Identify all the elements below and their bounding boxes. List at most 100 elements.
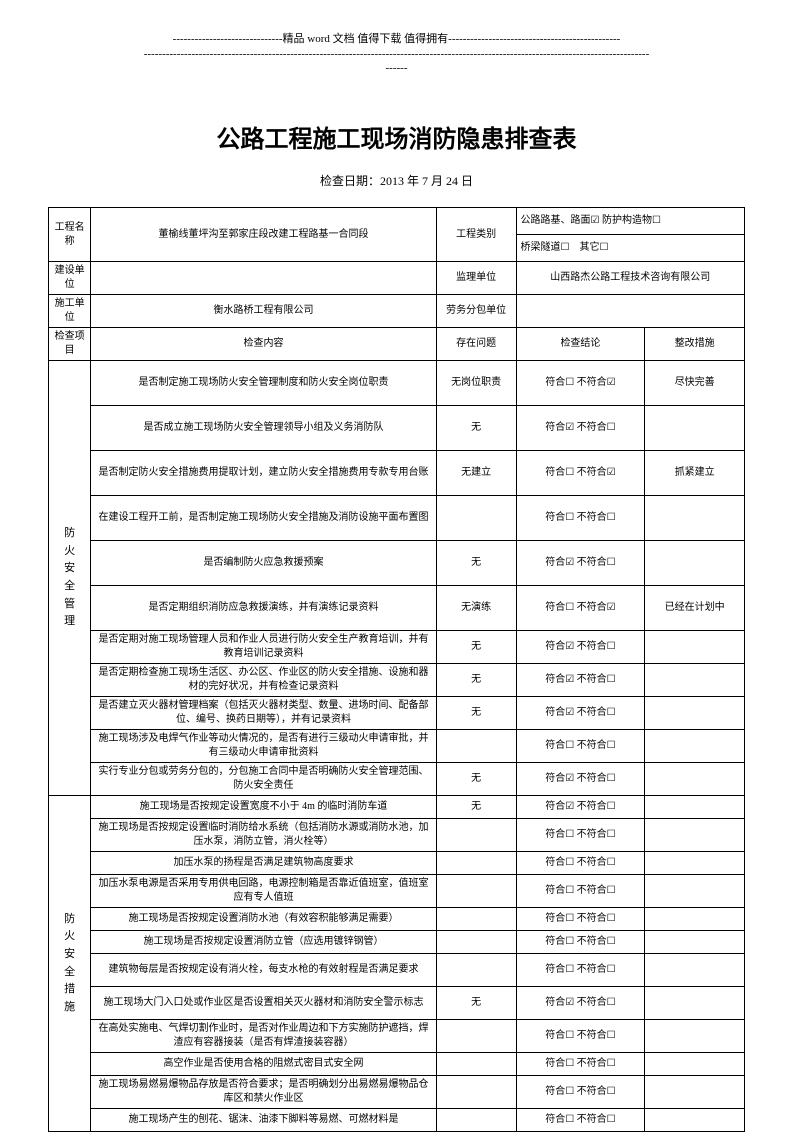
table-row: 是否定期对施工现场管理人员和作业人员进行防火安全生产教育培训，并有教育培训记录资… <box>49 631 745 664</box>
cell-content: 是否成立施工现场防火安全管理领导小组及义务消防队 <box>91 406 437 451</box>
cell-result: 符合☑ 不符合☐ <box>516 697 645 730</box>
cell-issue <box>436 931 516 954</box>
cell-result: 符合☐ 不符合☐ <box>516 1109 645 1132</box>
cell-issue: 无演练 <box>436 586 516 631</box>
cell-fix <box>645 697 745 730</box>
cell-content: 加压水泵的扬程是否满足建筑物高度要求 <box>91 852 437 875</box>
table-row: 加压水泵电源是否采用专用供电回路，电源控制箱是否靠近值班室，值班室应有专人值班符… <box>49 875 745 908</box>
cell-fix <box>645 1053 745 1076</box>
page-title: 公路工程施工现场消防隐患排查表 <box>48 119 745 154</box>
table-row: 防火安全管理是否制定施工现场防火安全管理制度和防火安全岗位职责无岗位职责符合☐ … <box>49 361 745 406</box>
label-check-result: 检查结论 <box>516 328 645 361</box>
table-row: 施工现场易燃易爆物品存放是否符合要求；是否明确划分出易燃易爆物品仓库区和禁火作业… <box>49 1076 745 1109</box>
inspection-table: 工程名称 董榆线董坪沟至郭家庄段改建工程路基一合同段 工程类别 公路路基、路面☑… <box>48 207 745 1132</box>
cell-content: 在建设工程开工前，是否制定施工现场防火安全措施及消防设施平面布置图 <box>91 496 437 541</box>
cell-result: 符合☐ 不符合☑ <box>516 586 645 631</box>
val-project-type-2: 桥梁隧道☐ 其它☐ <box>516 235 745 262</box>
cell-fix: 已经在计划中 <box>645 586 745 631</box>
label-build-unit: 建设单位 <box>49 262 91 295</box>
cell-result: 符合☑ 不符合☐ <box>516 664 645 697</box>
cell-content: 实行专业分包或劳务分包的，分包施工合同中是否明确防火安全管理范围、防火安全责任 <box>91 763 437 796</box>
val-project-type-1: 公路路基、路面☑ 防护构造物☐ <box>516 208 745 235</box>
cell-issue: 无 <box>436 664 516 697</box>
table-row: 防火安全措施施工现场是否按规定设置宽度不小于 4m 的临时消防车道无符合☑ 不符… <box>49 796 745 819</box>
table-row: 是否定期检查施工现场生活区、办公区、作业区的防火安全措施、设施和器材的完好状况，… <box>49 664 745 697</box>
cell-issue: 无 <box>436 697 516 730</box>
cell-content: 建筑物每层是否按规定设有消火栓，每支水枪的有效射程是否满足要求 <box>91 954 437 987</box>
table-row: 是否制定防火安全措施费用提取计划，建立防火安全措施费用专款专用台账无建立符合☐ … <box>49 451 745 496</box>
cell-result: 符合☐ 不符合☐ <box>516 875 645 908</box>
table-row: 是否成立施工现场防火安全管理领导小组及义务消防队无符合☑ 不符合☐ <box>49 406 745 451</box>
table-row: 施工现场产生的刨花、锯沫、油漆下脚料等易燃、可燃材料是符合☐ 不符合☐ <box>49 1109 745 1132</box>
cell-result: 符合☑ 不符合☐ <box>516 541 645 586</box>
category-fire-mgmt: 防火安全管理 <box>49 361 91 796</box>
table-row: 施工现场涉及电焊气作业等动火情况的，是否有进行三级动火申请审批，并有三级动火申请… <box>49 730 745 763</box>
cell-fix <box>645 852 745 875</box>
cell-result: 符合☐ 不符合☐ <box>516 1020 645 1053</box>
cell-result: 符合☑ 不符合☐ <box>516 796 645 819</box>
cell-issue: 无 <box>436 406 516 451</box>
cell-issue: 无 <box>436 987 516 1020</box>
cell-issue <box>436 954 516 987</box>
cell-fix <box>645 931 745 954</box>
cell-content: 施工现场大门入口处或作业区是否设置相关灭火器材和消防安全警示标志 <box>91 987 437 1020</box>
val-build-unit <box>91 262 437 295</box>
cell-content: 施工现场涉及电焊气作业等动火情况的，是否有进行三级动火申请审批，并有三级动火申请… <box>91 730 437 763</box>
cell-fix <box>645 875 745 908</box>
cell-content: 施工现场是否按规定设置临时消防给水系统（包括消防水源或消防水池，加压水泵，消防立… <box>91 819 437 852</box>
cell-fix <box>645 819 745 852</box>
category-fire-measure: 防火安全措施 <box>49 796 91 1132</box>
cell-result: 符合☐ 不符合☐ <box>516 931 645 954</box>
cell-content: 施工现场是否按规定设置消防水池（有效容积能够满足需要） <box>91 908 437 931</box>
cell-fix <box>645 631 745 664</box>
cell-issue <box>436 819 516 852</box>
cell-content: 是否编制防火应急救援预案 <box>91 541 437 586</box>
cell-fix <box>645 664 745 697</box>
table-row: 是否建立灭火器材管理档案（包括灭火器材类型、数量、进场时间、配备部位、编号、换药… <box>49 697 745 730</box>
cell-issue <box>436 1020 516 1053</box>
table-row: 在建设工程开工前，是否制定施工现场防火安全措施及消防设施平面布置图 符合☐ 不符合… <box>49 496 745 541</box>
cell-content: 是否制定防火安全措施费用提取计划，建立防火安全措施费用专款专用台账 <box>91 451 437 496</box>
cell-fix <box>645 796 745 819</box>
cell-result: 符合☐ 不符合☐ <box>516 852 645 875</box>
cell-result: 符合☐ 不符合☐ <box>516 496 645 541</box>
cell-result: 符合☐ 不符合☐ <box>516 954 645 987</box>
cell-fix <box>645 908 745 931</box>
cell-content: 施工现场是否按规定设置宽度不小于 4m 的临时消防车道 <box>91 796 437 819</box>
table-row: 加压水泵的扬程是否满足建筑物高度要求 符合☐ 不符合☐ <box>49 852 745 875</box>
cell-result: 符合☐ 不符合☐ <box>516 819 645 852</box>
cell-result: 符合☑ 不符合☐ <box>516 631 645 664</box>
label-construct-unit: 施工单位 <box>49 295 91 328</box>
cell-content: 是否定期对施工现场管理人员和作业人员进行防火安全生产教育培训，并有教育培训记录资… <box>91 631 437 664</box>
table-row: 高空作业是否使用合格的阻燃式密目式安全网符合☐ 不符合☐ <box>49 1053 745 1076</box>
val-construct-unit: 衡水路桥工程有限公司 <box>91 295 437 328</box>
cell-result: 符合☑ 不符合☐ <box>516 987 645 1020</box>
cell-fix <box>645 730 745 763</box>
label-fix-measure: 整改措施 <box>645 328 745 361</box>
cell-fix: 尽快完善 <box>645 361 745 406</box>
cell-fix <box>645 954 745 987</box>
cell-result: 符合☐ 不符合☐ <box>516 1076 645 1109</box>
cell-issue: 无 <box>436 763 516 796</box>
cell-fix <box>645 987 745 1020</box>
cell-result: 符合☐ 不符合☑ <box>516 451 645 496</box>
cell-issue <box>436 908 516 931</box>
table-row: 施工现场大门入口处或作业区是否设置相关灭火器材和消防安全警示标志无符合☑ 不符合… <box>49 987 745 1020</box>
cell-fix <box>645 1020 745 1053</box>
cell-issue <box>436 1109 516 1132</box>
label-project-type: 工程类别 <box>436 208 516 262</box>
cell-fix <box>645 541 745 586</box>
cell-fix <box>645 763 745 796</box>
cell-issue <box>436 1053 516 1076</box>
val-labor-unit <box>516 295 745 328</box>
label-project-name: 工程名称 <box>49 208 91 262</box>
label-supervise: 监理单位 <box>436 262 516 295</box>
cell-content: 是否定期组织消防应急救援演练，并有演练记录资料 <box>91 586 437 631</box>
cell-fix <box>645 1109 745 1132</box>
cell-issue: 无岗位职责 <box>436 361 516 406</box>
table-row: 是否编制防火应急救援预案无符合☑ 不符合☐ <box>49 541 745 586</box>
table-row: 实行专业分包或劳务分包的，分包施工合同中是否明确防火安全管理范围、防火安全责任无… <box>49 763 745 796</box>
cell-content: 高空作业是否使用合格的阻燃式密目式安全网 <box>91 1053 437 1076</box>
cell-fix <box>645 1076 745 1109</box>
cell-issue: 无 <box>436 541 516 586</box>
